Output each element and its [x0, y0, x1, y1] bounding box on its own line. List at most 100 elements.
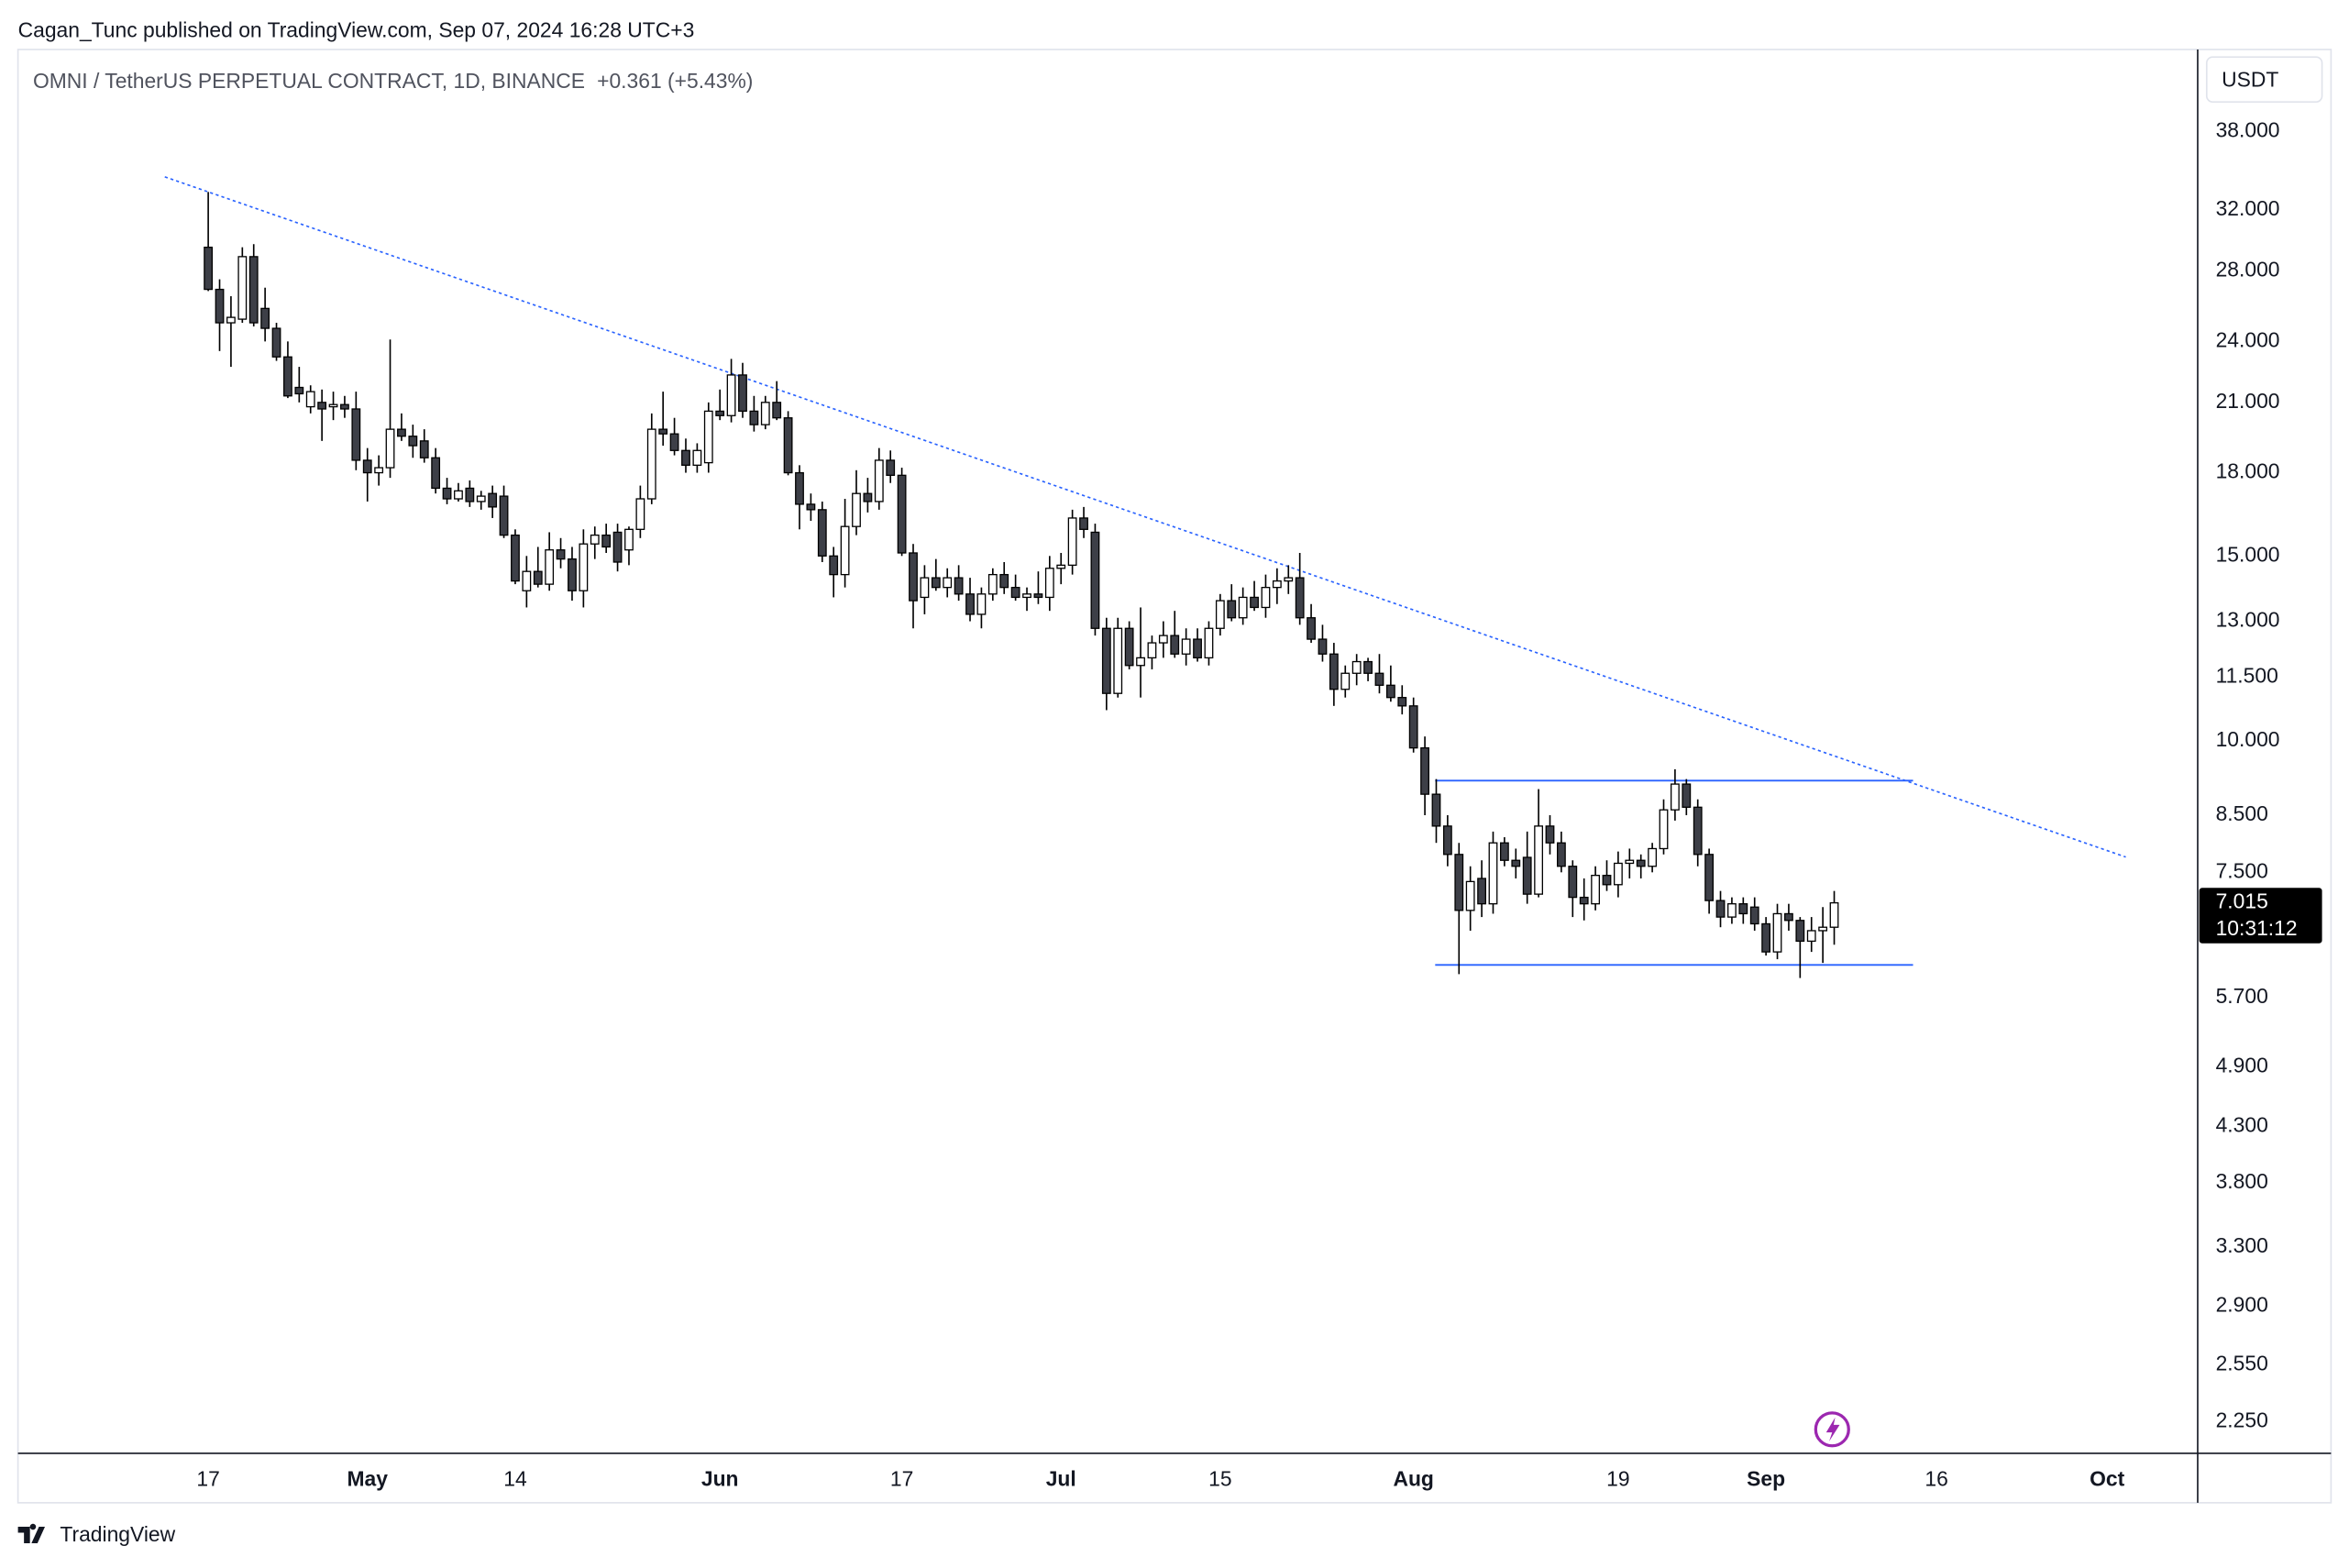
candle-body-down — [886, 459, 896, 476]
candle-body-up — [840, 525, 850, 576]
candle-body-down — [1033, 593, 1043, 599]
candle-body-down — [1079, 517, 1088, 530]
candle-body-down — [1602, 875, 1612, 886]
candle-body-up — [1147, 642, 1157, 659]
candle-body-down — [1193, 638, 1202, 659]
alert-icon[interactable] — [1814, 1411, 1850, 1448]
alert-bolt — [1825, 1417, 1840, 1441]
candle-body-down — [408, 436, 418, 447]
candle-body-down — [829, 555, 839, 576]
candle-body-up — [1625, 859, 1635, 865]
y-tick-label: 3.800 — [2216, 1169, 2268, 1193]
candle-body-down — [1101, 627, 1111, 694]
candle-body-up — [1659, 809, 1669, 850]
candle-body-up — [1614, 862, 1623, 886]
candle-body-down — [1499, 842, 1509, 861]
y-tick-label: 8.500 — [2216, 801, 2268, 825]
x-tick-label: 17 — [196, 1466, 219, 1490]
candle-body-up — [692, 449, 702, 466]
candle-body-down — [795, 471, 804, 505]
y-tick-label: 2.900 — [2216, 1292, 2268, 1316]
candle-body-up — [635, 498, 645, 530]
candle-body-down — [511, 534, 520, 582]
candle-body-up — [1113, 627, 1123, 694]
candle-body-down — [442, 487, 452, 500]
drawings — [164, 176, 2126, 966]
candle-body-down — [1545, 825, 1555, 844]
candles — [204, 192, 1839, 978]
x-tick-label: 17 — [890, 1466, 913, 1490]
candle-body-down — [1556, 842, 1566, 867]
countdown: 10:31:12 — [2216, 916, 2298, 940]
candle-body-down — [715, 410, 725, 416]
x-tick-label: Oct — [2090, 1466, 2124, 1490]
candle-body-up — [385, 428, 395, 469]
attribution: Cagan_Tunc published on TradingView.com,… — [18, 17, 695, 41]
y-tick-label: 11.500 — [2216, 664, 2278, 688]
currency-box[interactable] — [2205, 56, 2323, 103]
candle-body-up — [1204, 627, 1214, 659]
symbol: OMNI / TetherUS PERPETUAL CONTRACT, 1D, … — [33, 69, 585, 93]
candle-body-up — [1056, 564, 1066, 569]
candle-body-down — [1307, 617, 1316, 640]
candle-body-down — [954, 577, 964, 595]
candle-body-up — [852, 492, 861, 527]
candle-body-down — [1250, 596, 1259, 609]
candle-body-down — [1636, 859, 1646, 867]
candle-body-up — [1818, 926, 1828, 932]
candle-body-down — [1124, 627, 1134, 667]
candle-body-down — [1090, 531, 1100, 629]
x-tick-label: 15 — [1208, 1466, 1231, 1490]
x-tick-label: Aug — [1393, 1466, 1433, 1490]
x-tick-label: Jul — [1046, 1466, 1076, 1490]
candle-body-down — [1715, 900, 1726, 918]
candle-body-down — [1408, 705, 1418, 749]
candle-body-up — [1727, 903, 1737, 918]
candle-body-down — [1170, 635, 1180, 655]
candle-body-down — [1784, 912, 1793, 922]
candle-body-down — [658, 428, 668, 435]
candle-body-down — [260, 307, 270, 329]
candle-body-down — [215, 288, 225, 324]
chart-title: OMNI / TetherUS PERPETUAL CONTRACT, 1D, … — [33, 69, 753, 93]
candle-body-up — [1158, 635, 1168, 644]
x-tick-label: Sep — [1747, 1466, 1785, 1490]
candle-body-down — [1374, 672, 1384, 686]
candle-body-down — [431, 457, 441, 490]
y-tick-label: 13.000 — [2216, 608, 2280, 632]
candle-body-up — [920, 577, 930, 599]
candle-body-down — [397, 428, 406, 437]
candle-body-up — [874, 459, 884, 502]
candle-body-down — [1579, 896, 1589, 905]
candle-body-up — [987, 573, 998, 595]
candle-body-up — [1067, 517, 1077, 567]
candle-body-down — [204, 247, 214, 291]
y-tick-label: 4.300 — [2216, 1112, 2268, 1136]
change: +0.361 (+5.43%) — [597, 69, 753, 93]
candle-body-up — [1591, 875, 1601, 905]
candle-body-up — [305, 391, 315, 408]
candle-body-down — [897, 474, 907, 554]
candle-body-down — [1522, 856, 1532, 895]
candle-body-down — [1761, 922, 1771, 953]
candle-body-up — [624, 528, 634, 551]
candle-body-up — [454, 490, 463, 500]
chart-frame — [17, 49, 2332, 1504]
candle-body-down — [965, 593, 975, 615]
x-tick-label: May — [347, 1466, 389, 1490]
candle-body-down — [1363, 660, 1373, 674]
candle-body-up — [1261, 586, 1271, 609]
candle-body-down — [1329, 653, 1339, 690]
candle-body-up — [760, 402, 770, 425]
candle-body-up — [1044, 568, 1054, 599]
candle-body-up — [646, 428, 656, 500]
y-tick-label: 10.000 — [2216, 727, 2280, 751]
y-tick-label: 38.000 — [2216, 118, 2280, 142]
candle-body-up — [226, 316, 236, 324]
y-tick-label: 2.250 — [2216, 1408, 2268, 1432]
candle-body-down — [999, 573, 1009, 589]
candle-body-down — [772, 402, 782, 419]
candle-body-down — [568, 558, 577, 591]
candle-body-up — [1181, 638, 1191, 655]
